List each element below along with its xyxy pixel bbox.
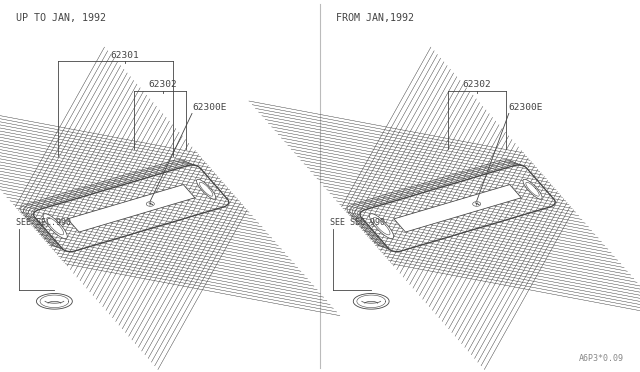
Text: A6P3*0.09: A6P3*0.09 (579, 354, 624, 363)
Polygon shape (349, 161, 545, 247)
Text: SEE SEC.990: SEE SEC.990 (16, 218, 71, 227)
Text: 62300E: 62300E (509, 103, 543, 112)
Polygon shape (196, 179, 216, 199)
Text: 62300E: 62300E (192, 103, 227, 112)
Polygon shape (360, 165, 555, 251)
Text: FROM JAN,1992: FROM JAN,1992 (336, 13, 414, 23)
Polygon shape (31, 164, 226, 250)
Polygon shape (36, 294, 72, 309)
Polygon shape (523, 179, 542, 199)
Polygon shape (352, 162, 547, 248)
Polygon shape (394, 185, 521, 232)
Polygon shape (43, 214, 67, 238)
Polygon shape (358, 164, 552, 250)
Polygon shape (26, 162, 221, 248)
Polygon shape (347, 160, 542, 246)
Polygon shape (34, 165, 228, 251)
Polygon shape (20, 160, 216, 246)
Polygon shape (360, 165, 555, 251)
Text: 62301: 62301 (111, 51, 139, 60)
Polygon shape (369, 214, 394, 238)
Polygon shape (29, 163, 223, 249)
Polygon shape (68, 185, 195, 232)
Text: UP TO JAN, 1992: UP TO JAN, 1992 (16, 13, 106, 23)
Text: 62302: 62302 (149, 80, 177, 89)
Polygon shape (355, 163, 550, 249)
Polygon shape (23, 161, 218, 247)
Polygon shape (34, 165, 228, 251)
Text: SEE SEC.990: SEE SEC.990 (330, 218, 385, 227)
Text: 62302: 62302 (463, 80, 491, 89)
Polygon shape (353, 294, 389, 309)
